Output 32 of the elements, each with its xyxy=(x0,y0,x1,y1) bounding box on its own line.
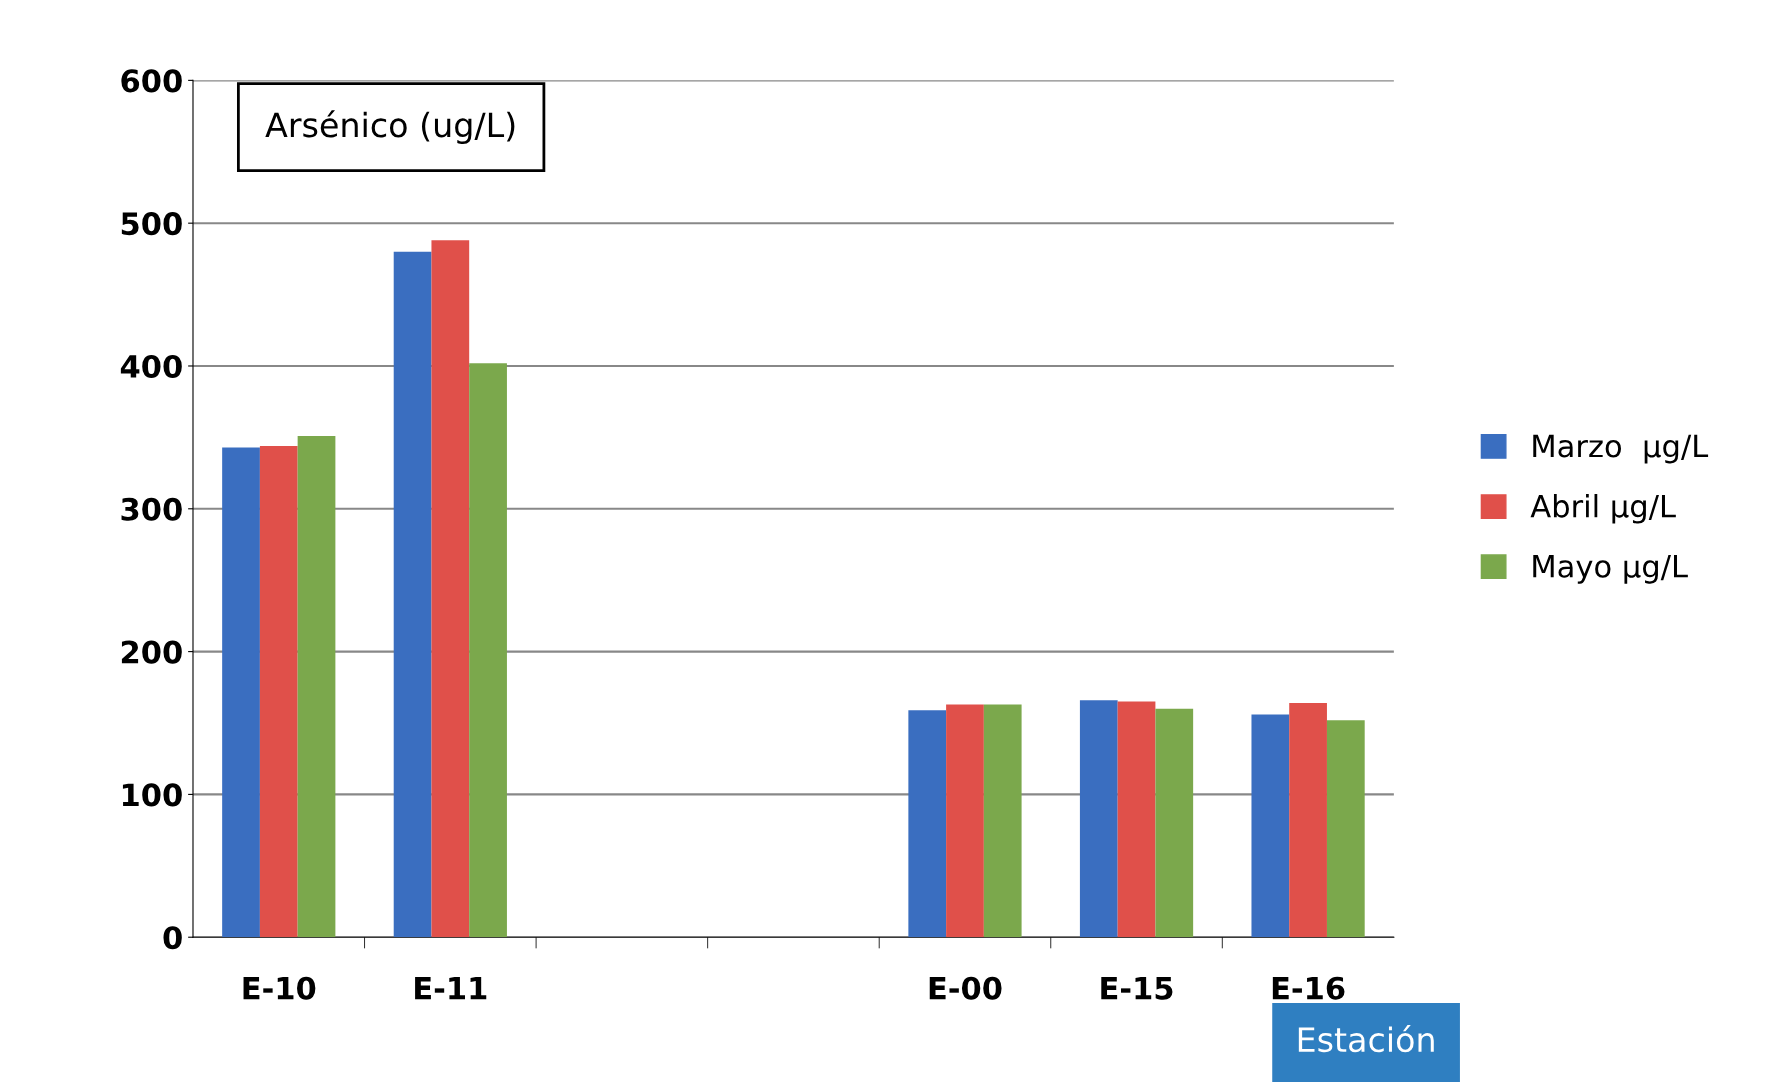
x-tick-label: E-16 xyxy=(1272,976,1345,1000)
legend-label: Marzo µg/L xyxy=(1533,434,1709,464)
bar xyxy=(431,240,470,938)
bar xyxy=(297,435,336,938)
text: Arsénico (ug/L) xyxy=(265,110,515,144)
x-axis-title: Estación xyxy=(1298,1025,1434,1053)
y-tick-label: 0 xyxy=(163,926,182,950)
bar xyxy=(259,445,298,938)
bar xyxy=(393,251,432,938)
bar xyxy=(908,710,947,938)
bar xyxy=(1326,720,1365,938)
y-tick-label: 200 xyxy=(121,640,182,664)
bar xyxy=(469,363,507,938)
bar xyxy=(1155,708,1194,938)
bar xyxy=(222,447,260,938)
x-tick-label: E-15 xyxy=(1101,977,1173,1000)
y-tick-label: 100 xyxy=(122,783,182,807)
legend-label: Abril µg/L xyxy=(1530,494,1676,524)
x-tick-label: E-11 xyxy=(415,977,487,1000)
bar xyxy=(1289,703,1327,938)
bar xyxy=(1251,714,1290,938)
x-tick-label: E-10 xyxy=(243,976,316,1000)
y-tick-label: 600 xyxy=(121,69,182,93)
bar xyxy=(1117,701,1156,938)
y-tick-label: 500 xyxy=(121,212,182,236)
legend-label: Mayo µg/L xyxy=(1533,555,1688,584)
y-tick-label: 400 xyxy=(120,354,182,379)
bar xyxy=(1079,700,1118,938)
bar xyxy=(983,704,1022,938)
y-tick-label: 300 xyxy=(121,497,182,521)
bar xyxy=(946,704,984,938)
x-tick-label: E-00 xyxy=(929,976,1002,1000)
